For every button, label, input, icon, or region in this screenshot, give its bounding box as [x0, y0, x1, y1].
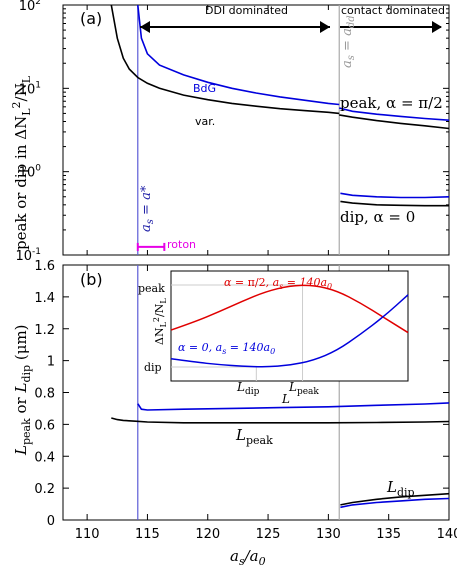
roton-label: roton: [167, 238, 196, 251]
series-line-a: [339, 114, 450, 130]
ldip-label: Ldip: [386, 478, 415, 499]
inset-blue-label: α = 0, as = 140a0: [178, 341, 275, 356]
panel-a-series: [110, 4, 450, 207]
x-tick-label: 110: [75, 527, 100, 542]
x-tick-label: 130: [316, 527, 341, 542]
series-line-b: [340, 497, 450, 509]
inset-xtick-ldip: Ldip: [236, 380, 260, 397]
var-label: var.: [195, 115, 215, 128]
region-ddi-label: DDI dominated: [205, 4, 288, 17]
lpeak-label: Lpeak: [235, 426, 273, 447]
panel-a-label: (a): [80, 9, 102, 28]
y-tick-label-b: 0.4: [34, 450, 55, 465]
series-line-b: [137, 402, 450, 411]
series-line-a: [110, 4, 340, 115]
y-tick-label-b: 0: [47, 514, 55, 529]
marker-a-star-label: as = a*: [139, 185, 156, 232]
inset-ytick-peak: peak: [138, 282, 165, 295]
inset-y-axis-label: ΔNL2/NL: [152, 298, 168, 345]
panel-a-frame: [62, 4, 450, 256]
panel-a-y-axis-label: peak or dip in ΔNL2/NL: [10, 75, 33, 250]
inset-red-label: α = π/2, as = 140a0: [224, 276, 332, 291]
series-line-a: [339, 107, 450, 121]
inset: peak dip Ldip Lpeak L ΔNL2/NL α = π/2, a…: [138, 270, 409, 406]
x-tick-label: 125: [256, 527, 281, 542]
contact-arrow-head: [432, 21, 442, 33]
x-tick-label: 135: [376, 527, 401, 542]
bdg-label: BdG: [193, 82, 216, 95]
x-tick-label: 115: [135, 527, 160, 542]
inset-x-axis-label: L: [281, 392, 290, 406]
inset-xtick-lpeak: Lpeak: [288, 380, 319, 397]
series-line-b: [340, 492, 450, 506]
series-line-a: [340, 192, 450, 199]
dip-label: dip, α = 0: [340, 208, 415, 226]
panel-a-markers: [136, 5, 340, 255]
y-tick-label-b: 0.8: [34, 387, 55, 402]
x-tick-label: 140: [437, 527, 457, 542]
x-axis-label: as/a0: [230, 547, 266, 568]
panel-b-ticks: 0 0.2 0.4 0.6 0.8 1 1.2 1.4 1.6 110 115 120 125 130 13…: [34, 259, 457, 542]
x-tick-label: 120: [195, 527, 220, 542]
panel-b-label: (b): [80, 270, 103, 289]
y-tick-label-a: 102: [19, 0, 41, 14]
y-tick-label-b: 1.4: [34, 291, 55, 306]
inset-series-line: [170, 294, 409, 368]
y-tick-label-b: 0.2: [34, 482, 55, 497]
series-line-b: [111, 417, 450, 424]
y-tick-label-b: 0.6: [34, 418, 55, 433]
y-tick-label-b: 1.6: [34, 259, 55, 274]
panel-b-series: [111, 402, 450, 509]
ddi-arrow-head-right: [320, 21, 330, 33]
inset-series: [170, 284, 409, 368]
y-tick-label-b: 1.2: [34, 323, 55, 338]
series-line-a: [137, 4, 340, 106]
region-contact-label: contact dominated: [341, 4, 445, 17]
marker-add-label: as = add: [340, 15, 357, 68]
peak-label: peak, α = π/2: [340, 94, 443, 112]
inset-series-line: [170, 284, 409, 334]
panel-b-y-axis-label: Lpeak or Ldip (μm): [12, 324, 33, 456]
series-line-a: [340, 200, 449, 207]
panel-b: 0 0.2 0.4 0.6 0.8 1 1.2 1.4 1.6 110 115 120 125 130 13…: [12, 259, 457, 568]
inset-grid: [171, 284, 304, 381]
inset-frame: [170, 270, 409, 382]
inset-ytick-dip: dip: [144, 361, 162, 374]
y-tick-label-b: 1: [47, 355, 55, 370]
ddi-arrow-head-left: [140, 21, 150, 33]
